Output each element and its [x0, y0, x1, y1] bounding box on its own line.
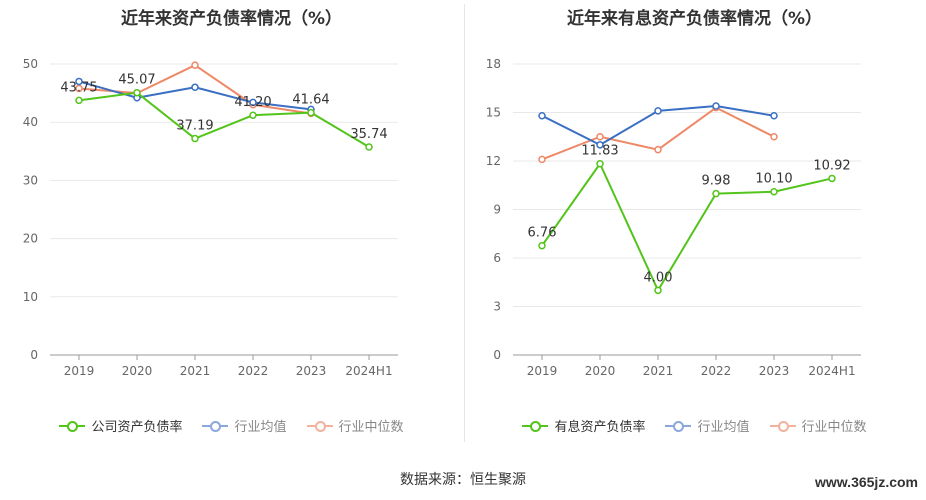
data-point [712, 189, 720, 198]
x-tick-label: 2019 [527, 364, 558, 378]
panel-divider [464, 4, 465, 442]
chart-legend: 公司资产负债率 行业均值 行业中位数 [0, 416, 463, 435]
data-point [654, 286, 662, 295]
legend-line-icon [522, 420, 549, 432]
x-tick-label: 2020 [585, 364, 616, 378]
data-point [596, 141, 604, 149]
series-line [541, 162, 833, 292]
data-label: 11.83 [581, 144, 618, 159]
watermark: www.365jz.com [815, 474, 918, 490]
data-point [249, 98, 257, 107]
legend-label: 行业均值 [234, 420, 287, 435]
x-tick-label: 2023 [759, 364, 790, 378]
data-point [828, 174, 836, 183]
legend-line-icon [59, 420, 86, 432]
data-label: 35.74 [350, 127, 387, 142]
legend-item-company[interactable]: 有息资产负债率 [522, 416, 645, 435]
data-point [770, 133, 778, 141]
data-label: 37.19 [176, 119, 213, 134]
legend-item-industry-median[interactable]: 行业中位数 [306, 416, 404, 435]
data-label: 4.00 [644, 270, 673, 285]
x-tick-label: 2019 [64, 364, 95, 378]
legend-item-company[interactable]: 公司资产负债率 [59, 416, 182, 435]
y-tick-label: 15 [486, 106, 501, 120]
data-point [538, 111, 546, 120]
y-tick-label: 9 [493, 203, 501, 217]
data-point [538, 155, 546, 164]
legend-line-icon [769, 420, 796, 432]
data-point [249, 111, 257, 119]
y-tick-label: 0 [493, 348, 501, 362]
x-tick-label: 2022 [238, 364, 269, 378]
y-tick-label: 10 [23, 290, 38, 304]
data-point [75, 84, 83, 93]
data-point [75, 77, 83, 86]
data-point [191, 83, 199, 92]
x-tick-label: 2022 [701, 364, 732, 378]
data-label: 10.10 [755, 172, 792, 187]
y-tick-label: 18 [486, 57, 501, 71]
data-label: 6.76 [528, 226, 557, 241]
data-point [596, 159, 604, 168]
chart-plot-debt-ratio: 0 10 20 30 40 50 2019 2020 2021 2022 2023 2024H1 43.… [23, 57, 398, 378]
x-tick-label: 2020 [122, 364, 153, 378]
legend-label: 行业中位数 [338, 420, 404, 435]
series-line [78, 91, 370, 148]
chart-panel-interest-bearing-ratio: 近年来有息资产负债率情况（%） 0 3 6 9 12 15 18 2019 2020 2021 20… [463, 0, 926, 450]
legend-label: 公司资产负债率 [91, 420, 183, 435]
chart-title: 近年来有息资产负债率情况（%） [566, 9, 823, 29]
legend-item-industry-median[interactable]: 行业中位数 [769, 416, 867, 435]
data-point [538, 241, 546, 250]
data-point [712, 102, 720, 110]
legend-line-icon [306, 420, 333, 432]
y-tick-label: 20 [23, 232, 38, 246]
data-label: 41.20 [234, 95, 271, 110]
legend-label: 行业均值 [697, 420, 750, 435]
x-tick-label: 2023 [296, 364, 327, 378]
chart-legend: 有息资产负债率 行业均值 行业中位数 [463, 416, 926, 435]
legend-label: 有息资产负债率 [554, 420, 646, 435]
legend-line-icon [202, 420, 229, 432]
y-tick-label: 0 [30, 348, 38, 362]
chart-plot-interest-bearing-ratio: 0 3 6 9 12 15 18 2019 2020 2021 2022 2023 2024H1 6.76… [486, 57, 861, 378]
data-source-note: 数据来源：恒生聚源 [400, 472, 526, 488]
legend-item-industry-mean[interactable]: 行业均值 [202, 416, 287, 435]
legend-item-industry-mean[interactable]: 行业均值 [665, 416, 750, 435]
data-point [307, 108, 315, 117]
chart-title: 近年来资产负债率情况（%） [120, 9, 343, 29]
data-label: 43.75 [60, 80, 97, 95]
y-tick-label: 40 [23, 115, 38, 129]
y-tick-label: 30 [23, 173, 38, 187]
data-point [770, 111, 778, 120]
data-label: 45.07 [118, 73, 155, 88]
data-point [770, 187, 778, 196]
data-point [654, 107, 662, 115]
legend-label: 行业中位数 [801, 420, 867, 435]
x-tick-label: 2024H1 [345, 364, 392, 378]
data-point [596, 133, 604, 141]
data-label: 41.64 [292, 93, 329, 108]
data-point [133, 88, 141, 97]
data-point [191, 61, 199, 69]
y-tick-label: 12 [486, 154, 501, 168]
data-point [191, 134, 199, 143]
data-label: 10.92 [813, 158, 850, 173]
y-tick-label: 50 [23, 57, 38, 71]
y-tick-label: 6 [493, 251, 501, 265]
data-label: 9.98 [702, 174, 731, 189]
chart-panel-debt-ratio: 近年来资产负债率情况（%） 0 10 20 30 40 50 2019 2020 2021 202… [0, 0, 463, 450]
data-point [365, 143, 373, 151]
y-tick-label: 3 [493, 300, 501, 314]
legend-line-icon [665, 420, 692, 432]
x-tick-label: 2021 [643, 364, 674, 378]
x-tick-label: 2021 [180, 364, 211, 378]
x-tick-label: 2024H1 [808, 364, 855, 378]
data-point [654, 145, 662, 154]
data-point [75, 96, 83, 105]
